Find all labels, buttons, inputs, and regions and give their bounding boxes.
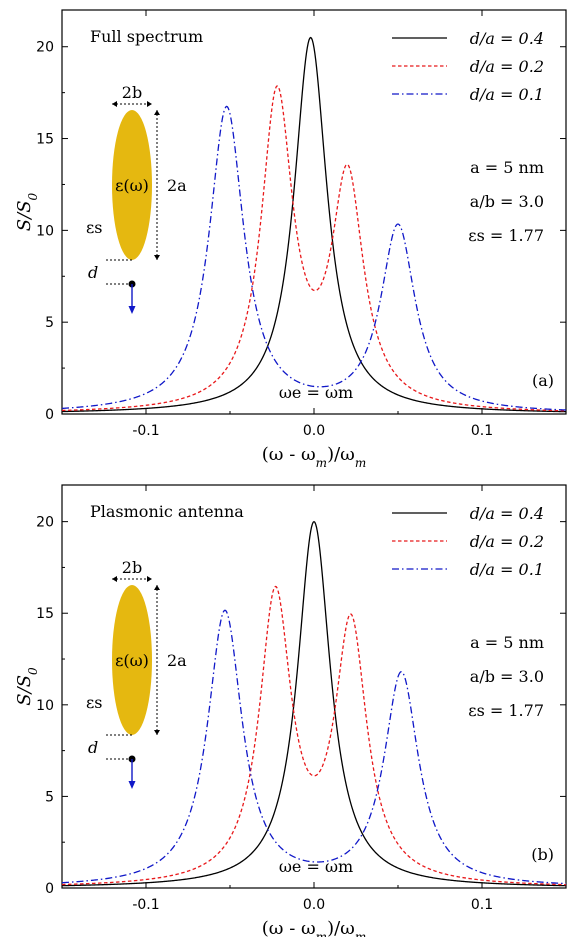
panel-label: (b) [531, 845, 554, 864]
x-axis-title: (ω - ωm)/ωm [262, 444, 366, 470]
resonance-label: ωe = ωm [279, 383, 353, 402]
inset-medium-label: εs [86, 693, 103, 712]
x-tick-label: -0.1 [132, 897, 159, 913]
x-axis-title: (ω - ωm)/ωm [262, 918, 366, 937]
y-tick-label: 20 [36, 40, 54, 56]
chart-panel-a: -0.1 0.0 0.1 0 5 10 15 20 (ω - ωm)/ωm S/S0 Full sp… [14, 9, 567, 470]
chart-panel-b: -0.1 0.0 0.1 0 5 10 15 20 (ω - ωm)/ωm S/S0 Plasmon… [14, 484, 567, 937]
legend-label: d/a = 0.1 [470, 560, 544, 579]
legend-label: d/a = 0.4 [470, 29, 544, 48]
y-tick-label: 5 [45, 789, 54, 805]
param-eps: εs = 1.77 [468, 701, 544, 720]
dipole-arrowhead [128, 306, 136, 314]
inset-height-label: 2a [167, 176, 187, 195]
y-tick-label: 0 [45, 881, 54, 897]
inset-height-arrowheads [154, 585, 160, 735]
series-line-d02 [61, 585, 567, 886]
nanoparticle-ellipse [112, 585, 152, 735]
panel-label: (a) [532, 371, 554, 390]
y-tick-label: 15 [36, 606, 54, 622]
param-eps: εs = 1.77 [468, 226, 544, 245]
y-tick-label: 15 [36, 132, 54, 148]
inset-height-label: 2a [167, 651, 187, 670]
y-tick-label: 20 [36, 515, 54, 531]
y-tick-label: 10 [36, 698, 54, 714]
x-tick-label: 0.1 [471, 897, 493, 913]
inset-width-label: 2b [122, 558, 142, 577]
panel-title: Full spectrum [90, 27, 203, 46]
y-tick-label: 0 [45, 407, 54, 423]
param-a: a = 5 nm [470, 158, 544, 177]
series-line-d02 [61, 85, 567, 412]
y-tick-label: 10 [36, 223, 54, 239]
resonance-label: ωe = ωm [279, 857, 353, 876]
x-tick-label: 0.0 [303, 423, 325, 439]
legend-label: d/a = 0.4 [470, 504, 544, 523]
inset-width-label: 2b [122, 83, 142, 102]
series-line-d01 [61, 105, 567, 411]
legend-label: d/a = 0.2 [470, 57, 544, 76]
inset-particle-label: ε(ω) [115, 176, 149, 195]
legend-label: d/a = 0.2 [470, 532, 544, 551]
y-axis-title: S/S0 [14, 192, 40, 231]
series-line-d04 [61, 36, 567, 413]
series-line-d01 [61, 609, 567, 885]
panel-title: Plasmonic antenna [90, 502, 244, 521]
nanoparticle-ellipse [112, 110, 152, 260]
x-tick-label: 0.0 [303, 897, 325, 913]
dipole-arrowhead [128, 781, 136, 789]
param-ab: a/b = 3.0 [470, 667, 544, 686]
legend-label: d/a = 0.1 [470, 85, 544, 104]
param-ab: a/b = 3.0 [470, 192, 544, 211]
inset-distance-label: d [88, 738, 98, 757]
inset-medium-label: εs [86, 218, 103, 237]
y-axis-title: S/S0 [14, 667, 40, 706]
inset-particle-label: ε(ω) [115, 651, 149, 670]
inset-height-arrowheads [154, 110, 160, 260]
inset-distance-label: d [88, 263, 98, 282]
param-a: a = 5 nm [470, 633, 544, 652]
y-tick-label: 5 [45, 315, 54, 331]
x-tick-label: 0.1 [471, 423, 493, 439]
series-line-d04 [61, 520, 567, 887]
x-tick-label: -0.1 [132, 423, 159, 439]
